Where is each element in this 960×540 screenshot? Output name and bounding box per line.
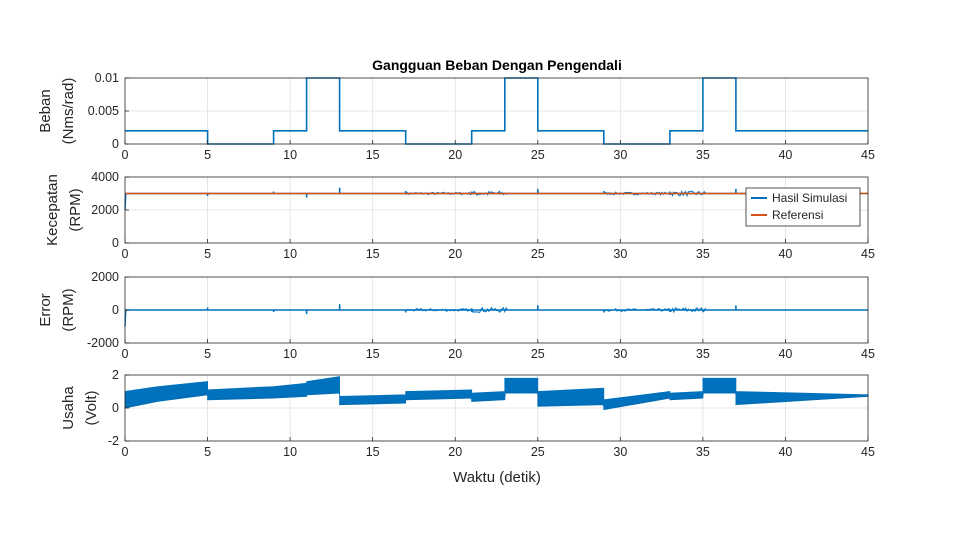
grid (125, 78, 868, 144)
series-line (124, 309, 868, 327)
x-tick-label: 10 (283, 247, 297, 261)
x-tick-label: 25 (531, 148, 545, 162)
y-tick-label: 0 (112, 236, 119, 250)
x-tick-label: 40 (778, 445, 792, 459)
x-tick-label: 40 (778, 148, 792, 162)
ylabel-line-1: Error (37, 293, 54, 326)
series-noise (669, 307, 706, 314)
x-tick-label: 35 (696, 247, 710, 261)
legend-box (745, 187, 861, 227)
x-tick-label: 45 (861, 247, 875, 261)
x-tick-label: 15 (366, 148, 380, 162)
x-tick-label: 15 (366, 247, 380, 261)
x-tick-label: 45 (861, 148, 875, 162)
x-tick-label: 45 (861, 445, 875, 459)
y-tick-label: 4000 (91, 170, 119, 184)
ylabel-line-2: (RPM) (60, 288, 77, 331)
y-tick-label: 0 (112, 303, 119, 317)
x-tick-label: 15 (366, 347, 380, 361)
series-noise (603, 307, 671, 312)
ylabel-line-2: (RPM) (67, 188, 84, 231)
x-tick-label: 10 (283, 445, 297, 459)
x-tick-label: 25 (531, 445, 545, 459)
series-noise (405, 308, 472, 313)
x-tick-label: 0 (122, 148, 129, 162)
legend-label-sim: Hasil Simulasi (772, 191, 847, 205)
y-tick-label: -2 (108, 434, 119, 448)
plot-area (125, 77, 868, 145)
series-noise (471, 306, 508, 314)
ylabel-line-1: Kecepatan (44, 174, 61, 246)
x-tick-label: 35 (696, 347, 710, 361)
grid (125, 375, 868, 441)
x-tick-label: 30 (613, 445, 627, 459)
x-tick-label: 45 (861, 347, 875, 361)
series-texture (124, 390, 868, 409)
x-axis-label: Waktu (detik) (453, 469, 541, 486)
x-tick-label: 40 (778, 347, 792, 361)
x-tick-label: 35 (696, 148, 710, 162)
x-tick-label: 40 (778, 247, 792, 261)
control-effort-axes: 0 5 10 15 20 25 30 35 40 45-202 Usaha (Volt) (60, 368, 875, 459)
series-band (124, 376, 869, 411)
x-tick-label: 5 (204, 347, 211, 361)
x-tick-label: 25 (531, 247, 545, 261)
x-tick-label: 30 (613, 247, 627, 261)
plot-area (124, 376, 869, 411)
y-tick-label: 0 (112, 401, 119, 415)
series-line (125, 77, 868, 145)
y-tick-label: 2000 (91, 270, 119, 284)
legend-label-ref: Referensi (772, 208, 823, 222)
plot-area (124, 304, 868, 327)
x-tick-label: 5 (204, 445, 211, 459)
y-tick-label: 0 (112, 137, 119, 151)
ticks: 0 5 10 15 20 25 30 35 40 45 0 0.005 0.01 (88, 71, 875, 162)
x-tick-label: 25 (531, 347, 545, 361)
y-tick-label: -2000 (87, 336, 119, 350)
ylabel-line-1: Usaha (60, 386, 77, 430)
x-tick-label: 30 (613, 347, 627, 361)
figure-title: Gangguan Beban Dengan Pengendali (372, 57, 622, 73)
x-tick-label: 20 (448, 347, 462, 361)
ylabel-line-2: (Volt) (83, 390, 100, 425)
x-tick-label: 20 (448, 445, 462, 459)
x-tick-label: 0 (122, 247, 129, 261)
speed-axes: 0 5 10 15 20 25 30 35 40 45 0 2000 4000 Kecepatan (R… (44, 170, 875, 261)
x-tick-label: 5 (204, 148, 211, 162)
x-tick-label: 0 (122, 347, 129, 361)
x-tick-label: 30 (613, 148, 627, 162)
x-tick-label: 35 (696, 445, 710, 459)
x-tick-label: 10 (283, 148, 297, 162)
y-tick-label: 2000 (91, 203, 119, 217)
x-tick-label: 20 (448, 247, 462, 261)
x-tick-label: 20 (448, 148, 462, 162)
y-tick-label: 2 (112, 368, 119, 382)
x-tick-label: 15 (366, 445, 380, 459)
x-tick-label: 5 (204, 247, 211, 261)
grid (125, 177, 868, 243)
x-tick-label: 10 (283, 347, 297, 361)
ylabel-line-2: (Nms/rad) (60, 78, 77, 145)
x-tick-label: 0 (122, 445, 129, 459)
ticks: 0 5 10 15 20 25 30 35 40 45 0 2000 4000 (91, 170, 875, 261)
y-tick-label: 0.01 (95, 71, 119, 85)
ylabel-line-1: Beban (37, 89, 54, 132)
load-disturbance-axes: 0 5 10 15 20 25 30 35 40 45 0 0.005 0.01 Beban (Nms/… (37, 71, 875, 162)
ticks: 0 5 10 15 20 25 30 35 40 45-202 (108, 368, 875, 459)
legend: Hasil Simulasi Referensi (745, 187, 861, 227)
y-tick-label: 0.005 (88, 104, 119, 118)
